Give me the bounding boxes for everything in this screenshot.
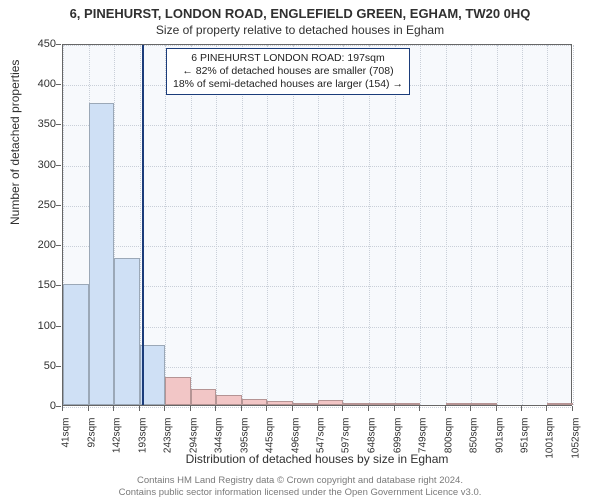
x-tick-label: 92sqm: [86, 418, 97, 448]
histogram-bar: [318, 400, 343, 405]
footer-line-1: Contains HM Land Registry data © Crown c…: [0, 475, 600, 486]
annotation-line-3: 18% of semi-detached houses are larger (…: [173, 78, 403, 91]
x-tick-mark: [317, 406, 318, 411]
x-tick-label: 395sqm: [239, 418, 250, 454]
x-tick-mark: [266, 406, 267, 411]
y-tick-mark: [56, 165, 61, 166]
x-tick-label: 445sqm: [264, 418, 275, 454]
y-tick-label: 450: [38, 38, 56, 50]
histogram-bar: [242, 399, 267, 405]
y-tick-label: 350: [38, 118, 56, 130]
x-tick-mark: [470, 406, 471, 411]
y-tick-label: 250: [38, 199, 56, 211]
x-tick-label: 243sqm: [162, 418, 173, 454]
x-tick-mark: [394, 406, 395, 411]
x-tick-label: 547sqm: [316, 418, 327, 454]
x-axis-label: Distribution of detached houses by size …: [62, 452, 572, 466]
histogram-bar: [191, 389, 216, 405]
x-tick-mark: [496, 406, 497, 411]
histogram-bars: [63, 45, 571, 405]
x-tick-mark: [419, 406, 420, 411]
annotation-box: 6 PINEHURST LONDON ROAD: 197sqm ← 82% of…: [166, 48, 410, 95]
x-tick-mark: [164, 406, 165, 411]
x-tick-mark: [445, 406, 446, 411]
x-tick-mark: [88, 406, 89, 411]
x-tick-mark: [368, 406, 369, 411]
x-tick-mark: [342, 406, 343, 411]
x-tick-label: 344sqm: [213, 418, 224, 454]
y-tick-label: 200: [38, 239, 56, 251]
x-tick-label: 1052sqm: [571, 418, 582, 459]
x-tick-mark: [113, 406, 114, 411]
y-tick-label: 300: [38, 159, 56, 171]
histogram-bar: [114, 258, 140, 405]
histogram-bar: [369, 403, 395, 405]
y-tick-mark: [56, 84, 61, 85]
y-tick-mark: [56, 366, 61, 367]
y-tick-mark: [56, 406, 61, 407]
histogram-bar: [343, 403, 369, 405]
x-tick-mark: [190, 406, 191, 411]
page-subtitle: Size of property relative to detached ho…: [0, 21, 600, 37]
x-tick-label: 800sqm: [443, 418, 454, 454]
x-tick-label: 648sqm: [367, 418, 378, 454]
x-tick-mark: [546, 406, 547, 411]
histogram-bar: [63, 284, 89, 405]
y-tick-label: 400: [38, 78, 56, 90]
plot-area: 6 PINEHURST LONDON ROAD: 197sqm ← 82% of…: [62, 44, 572, 406]
histogram-bar: [267, 401, 293, 405]
x-tick-label: 749sqm: [418, 418, 429, 454]
grid-vline: [573, 45, 574, 405]
annotation-line-1: 6 PINEHURST LONDON ROAD: 197sqm: [173, 52, 403, 65]
annotation-line-2: ← 82% of detached houses are smaller (70…: [173, 65, 403, 78]
x-tick-label: 850sqm: [469, 418, 480, 454]
plot-wrap: 6 PINEHURST LONDON ROAD: 197sqm ← 82% of…: [62, 44, 572, 406]
x-tick-label: 951sqm: [520, 418, 531, 454]
x-tick-mark: [62, 406, 63, 411]
footer-attribution: Contains HM Land Registry data © Crown c…: [0, 475, 600, 498]
y-tick-mark: [56, 285, 61, 286]
x-tick-label: 41sqm: [61, 418, 72, 448]
x-tick-mark: [139, 406, 140, 411]
y-tick-label: 100: [38, 320, 56, 332]
x-tick-mark: [215, 406, 216, 411]
y-tick-mark: [56, 124, 61, 125]
histogram-bar: [547, 403, 573, 405]
histogram-bar: [446, 403, 471, 405]
footer-line-2: Contains public sector information licen…: [0, 487, 600, 498]
histogram-bar: [216, 395, 242, 405]
histogram-bar: [395, 403, 420, 405]
histogram-bar: [293, 403, 319, 405]
histogram-bar: [165, 377, 191, 405]
x-tick-label: 597sqm: [341, 418, 352, 454]
x-tick-mark: [521, 406, 522, 411]
x-tick-label: 901sqm: [494, 418, 505, 454]
page-title: 6, PINEHURST, LONDON ROAD, ENGLEFIELD GR…: [0, 0, 600, 21]
y-tick-label: 50: [44, 360, 56, 372]
x-tick-label: 142sqm: [111, 418, 122, 454]
y-axis-ticks: 050100150200250300350400450: [0, 44, 60, 406]
y-tick-label: 150: [38, 279, 56, 291]
x-tick-label: 496sqm: [290, 418, 301, 454]
y-tick-mark: [56, 44, 61, 45]
subject-marker-line: [142, 45, 144, 405]
chart-container: 6, PINEHURST, LONDON ROAD, ENGLEFIELD GR…: [0, 0, 600, 500]
histogram-bar: [89, 103, 114, 405]
x-tick-label: 193sqm: [137, 418, 148, 454]
x-tick-mark: [572, 406, 573, 411]
x-tick-label: 294sqm: [188, 418, 199, 454]
y-tick-mark: [56, 205, 61, 206]
histogram-bar: [471, 403, 497, 405]
y-tick-mark: [56, 326, 61, 327]
y-tick-mark: [56, 245, 61, 246]
x-tick-mark: [292, 406, 293, 411]
x-tick-mark: [241, 406, 242, 411]
x-tick-label: 699sqm: [392, 418, 403, 454]
